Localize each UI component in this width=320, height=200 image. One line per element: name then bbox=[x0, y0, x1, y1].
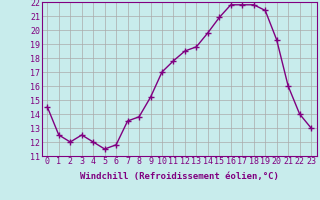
X-axis label: Windchill (Refroidissement éolien,°C): Windchill (Refroidissement éolien,°C) bbox=[80, 172, 279, 181]
